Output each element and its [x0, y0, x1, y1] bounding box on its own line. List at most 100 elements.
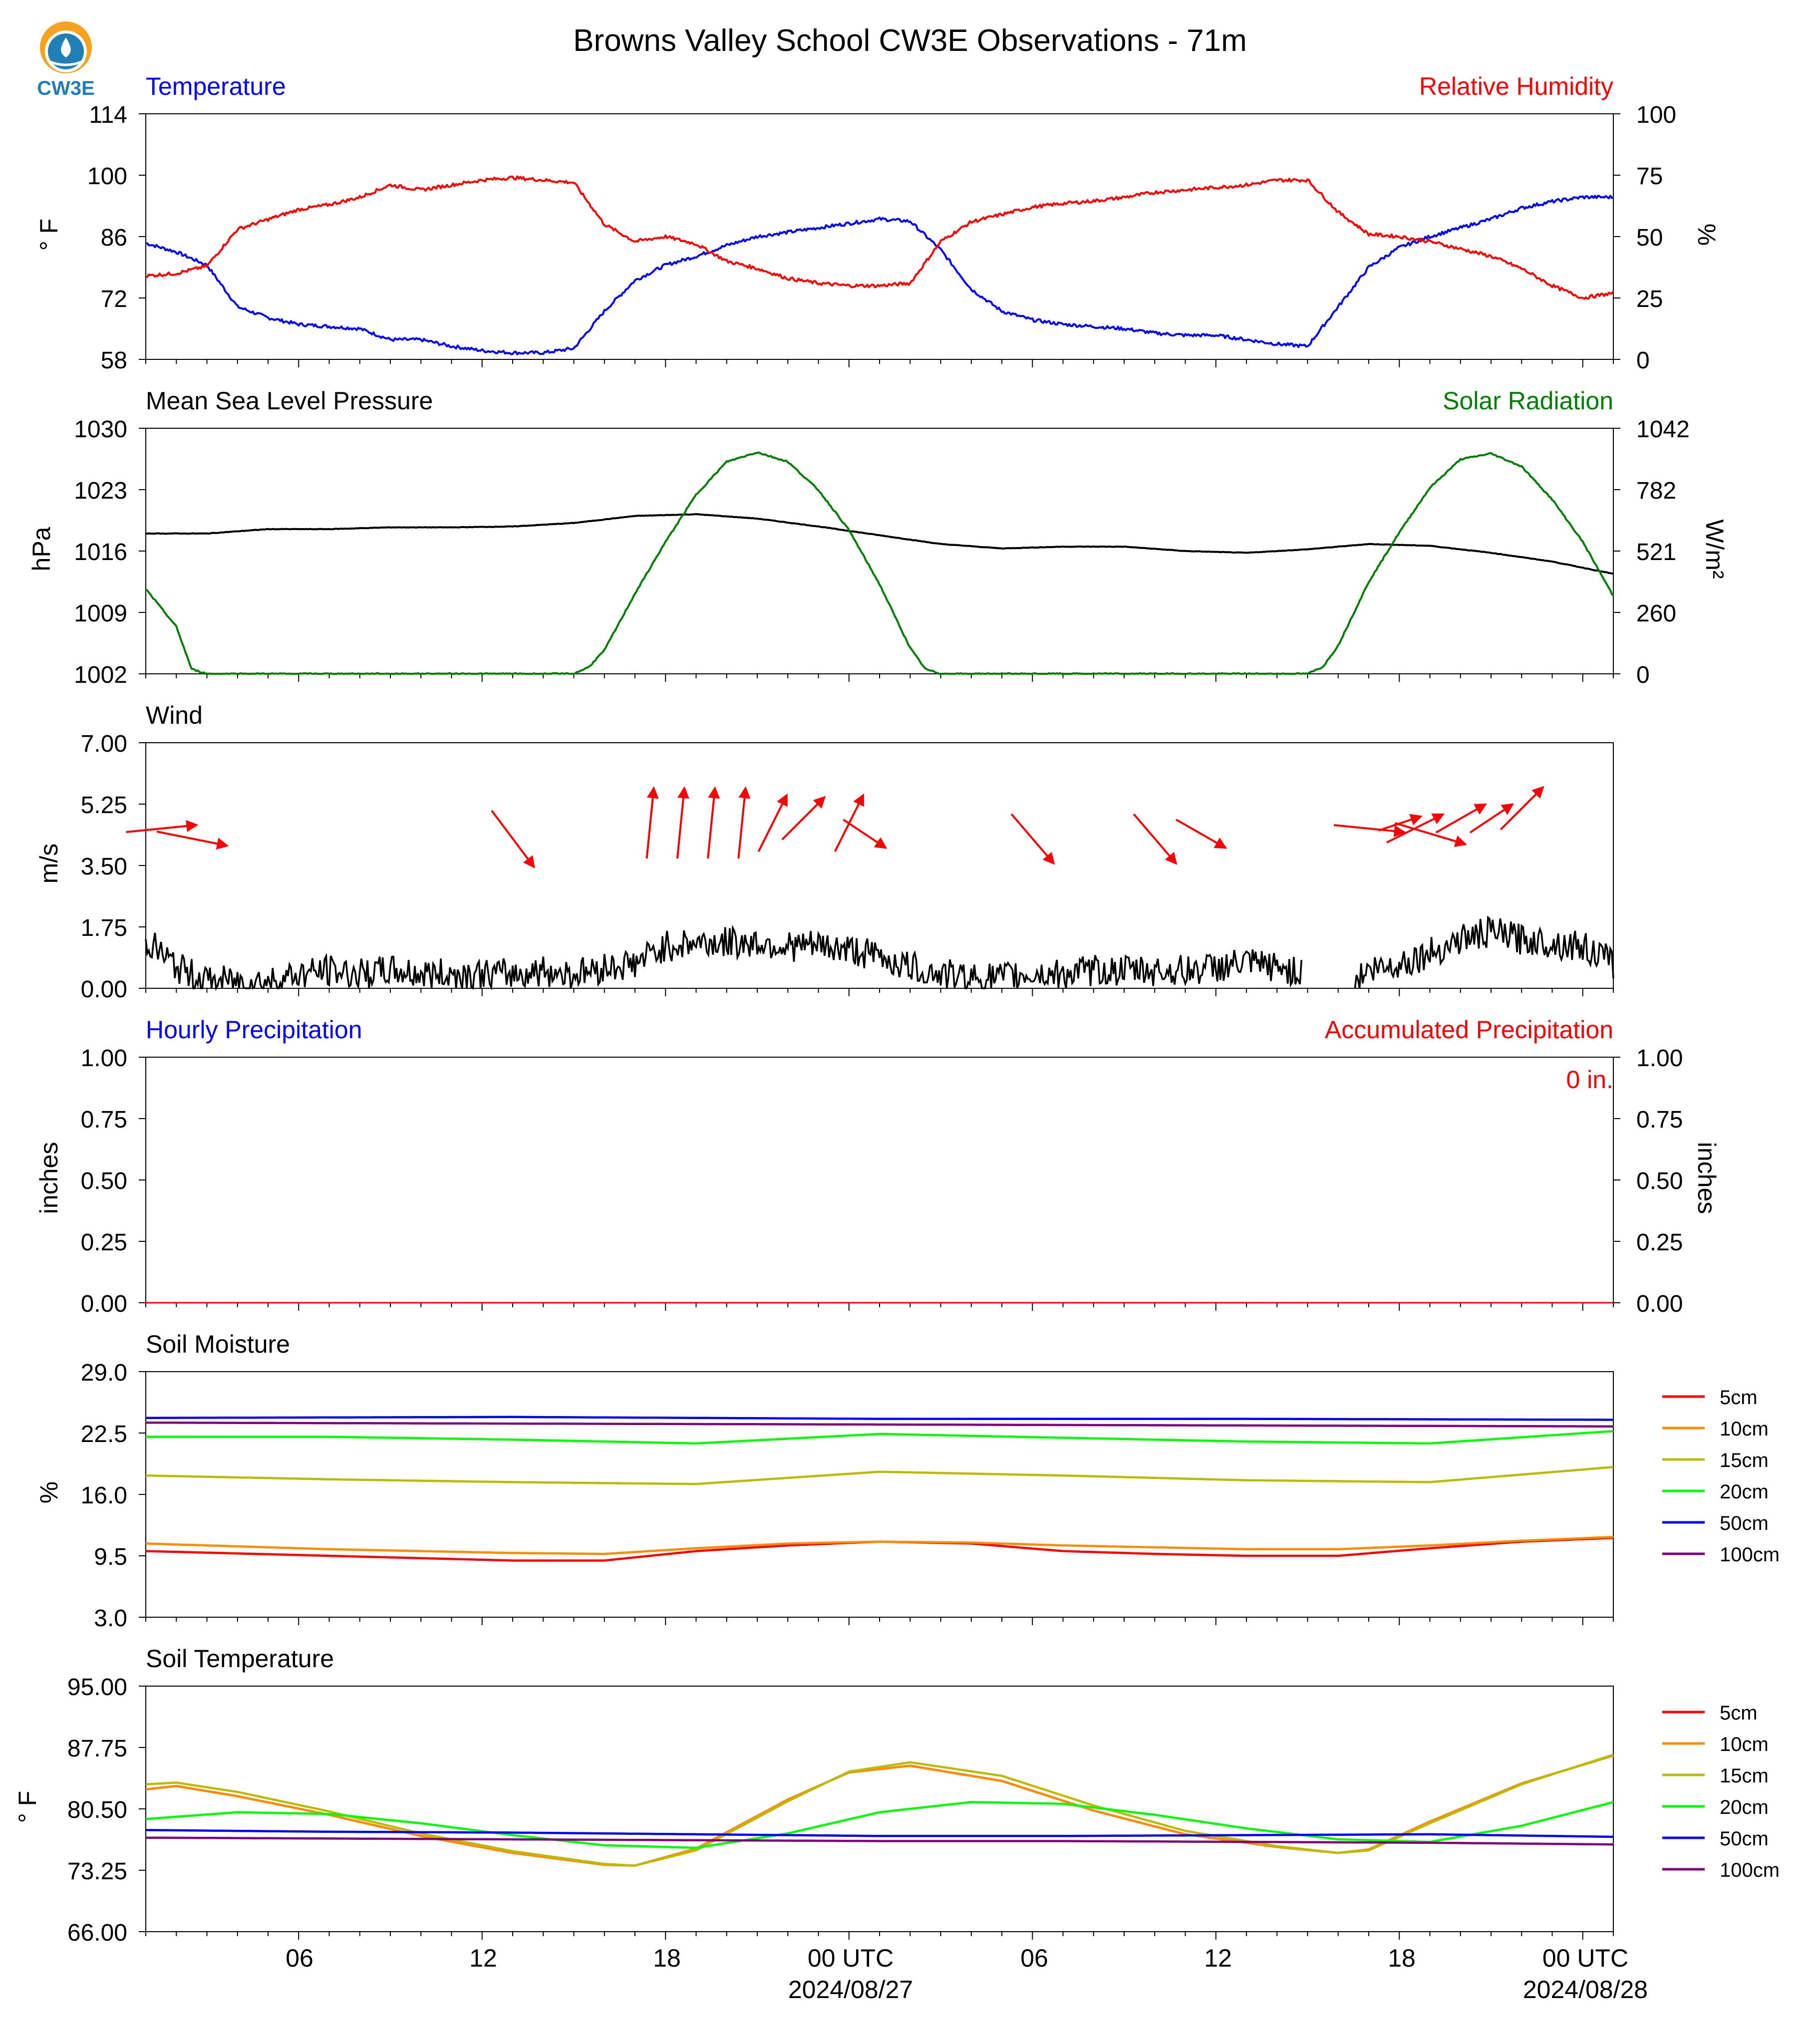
series-line-50cm — [145, 1829, 1614, 1838]
legend-label: 15cm — [1720, 1449, 1769, 1471]
humidity-title: Relative Humidity — [1419, 72, 1613, 100]
ytick-label: 66.00 — [67, 1920, 127, 1946]
logo-drop-icon — [61, 37, 71, 57]
soil-temperature-title: Soil Temperature — [146, 1645, 334, 1673]
xtick-label: 18 — [653, 1944, 681, 1972]
logo-wave-icon — [47, 59, 85, 66]
ytick-label: 25 — [1636, 286, 1663, 312]
ytick-label: 0.25 — [1636, 1229, 1683, 1256]
series-line-mean-sea-level-pressure — [145, 513, 1614, 575]
xtick-label: 18 — [1388, 1944, 1416, 1972]
logo-text: CW3E — [37, 77, 95, 99]
plot-areas — [126, 113, 1620, 1940]
series-line-10cm — [145, 1535, 1614, 1555]
humidity-yticks: 100 75 50 25 0 — [1636, 102, 1676, 374]
hourly-precip-title: Hourly Precipitation — [146, 1016, 362, 1044]
wind-arrow — [1469, 803, 1514, 834]
wind-arrow — [1394, 822, 1468, 847]
soil-temperature-ylabel: ° F — [13, 1791, 41, 1823]
legend-label: 50cm — [1720, 1828, 1769, 1850]
ytick-label: 1009 — [74, 600, 127, 627]
solar-ylabel: W/m² — [1701, 519, 1729, 579]
wind-arrow — [1333, 824, 1406, 838]
ytick-label: 114 — [89, 102, 127, 128]
ytick-label: 0.00 — [81, 1291, 127, 1317]
legend-label: 100cm — [1720, 1544, 1780, 1566]
wind-arrow — [491, 810, 535, 869]
ytick-label: 0.00 — [81, 976, 127, 1003]
xtick-label: 06 — [1020, 1944, 1048, 1972]
soil-moisture-legend: 5cm 10cm 15cm 20cm 50cm 100cm — [1662, 1387, 1780, 1566]
series-group-soil_temp — [145, 1753, 1614, 1867]
ytick-label: 3.50 — [81, 854, 127, 880]
ytick-label: 0.50 — [1636, 1168, 1683, 1194]
ytick-label: 1.00 — [81, 1045, 127, 1072]
legend-label: 5cm — [1720, 1702, 1758, 1724]
panel-wind: Wind m/s 7.00 5.25 3.50 1.75 0.00 — [35, 701, 203, 1003]
solar-yticks: 1042 782 521 260 0 — [1636, 416, 1690, 688]
ytick-label: 72 — [101, 286, 127, 312]
accum-precip-title: Accumulated Precipitation — [1325, 1016, 1613, 1044]
series-group-pressure_solar — [145, 451, 1614, 675]
ytick-label: 0.75 — [1636, 1107, 1683, 1133]
legend-label: 50cm — [1720, 1512, 1769, 1534]
ytick-label: 1.75 — [81, 915, 127, 941]
wind-title: Wind — [146, 701, 203, 729]
ytick-label: 1023 — [74, 478, 127, 504]
xtick-label: 12 — [1204, 1944, 1232, 1972]
ytick-label: 1030 — [74, 416, 127, 443]
ytick-label: 0 — [1636, 662, 1650, 688]
plot-temp_rh — [139, 113, 1620, 367]
ytick-label: 86 — [101, 225, 127, 251]
temperature-yticks: 114 100 86 72 58 — [87, 102, 127, 374]
ytick-label: 1.00 — [1636, 1045, 1683, 1072]
ytick-label: 16.0 — [81, 1482, 127, 1509]
ytick-label: 782 — [1636, 478, 1676, 504]
date-label: 2024/08/28 — [1523, 1976, 1648, 2004]
ytick-label: 521 — [1636, 539, 1676, 566]
ytick-label: 0.75 — [81, 1107, 127, 1133]
legend-label: 10cm — [1720, 1734, 1769, 1755]
ytick-label: 80.50 — [67, 1797, 127, 1823]
series-group-wind — [126, 786, 1614, 991]
wind-arrow — [737, 786, 751, 859]
legend-label: 10cm — [1720, 1418, 1769, 1440]
pressure-title: Mean Sea Level Pressure — [146, 387, 433, 415]
wind-arrow — [1176, 819, 1227, 849]
series-line-relative-humidity — [145, 175, 1614, 300]
pressure-ylabel: hPa — [27, 527, 55, 571]
temperature-ylabel: ° F — [35, 219, 63, 251]
series-line-15cm — [145, 1753, 1614, 1867]
panel-soil-temperature: Soil Temperature ° F 95.00 87.75 80.50 7… — [13, 1645, 1780, 1946]
ytick-label: 0.25 — [81, 1229, 127, 1256]
panel-precipitation: Hourly Precipitation Accumulated Precipi… — [35, 1016, 1721, 1317]
ytick-label: 1016 — [74, 539, 127, 566]
series-line-temperature — [145, 195, 1614, 355]
series-line-50cm — [146, 1416, 1613, 1421]
xtick-label: 06 — [286, 1944, 313, 1972]
ytick-label: 100 — [1636, 102, 1676, 128]
ytick-label: 87.75 — [67, 1736, 127, 1762]
plot-soil_moisture — [139, 1371, 1614, 1625]
cw3e-logo: CW3E — [37, 21, 95, 99]
wind-arrow — [707, 786, 720, 859]
soil-temperature-legend: 5cm 10cm 15cm 20cm 50cm 100cm — [1662, 1702, 1780, 1881]
wind-arrow — [126, 820, 199, 833]
ytick-label: 3.0 — [94, 1605, 127, 1632]
figure-title: Browns Valley School CW3E Observations -… — [573, 23, 1247, 58]
ytick-label: 58 — [101, 347, 127, 374]
ytick-label: 5.25 — [81, 792, 127, 819]
legend-label: 5cm — [1720, 1387, 1758, 1409]
pressure-yticks: 1030 1023 1016 1009 1002 — [74, 416, 127, 688]
wind-arrow — [843, 819, 888, 849]
plot-wind — [139, 742, 1614, 996]
ytick-label: 50 — [1636, 225, 1663, 251]
accum-precip-ylabel: inches — [1693, 1142, 1721, 1214]
temperature-title: Temperature — [146, 72, 286, 100]
wind-ylabel: m/s — [35, 844, 63, 884]
series-line-solar-radiation — [145, 451, 1614, 675]
ytick-label: 0 — [1636, 347, 1650, 374]
series-line-wind-speed — [145, 915, 1614, 991]
xtick-label: 00 UTC — [1542, 1944, 1628, 1972]
